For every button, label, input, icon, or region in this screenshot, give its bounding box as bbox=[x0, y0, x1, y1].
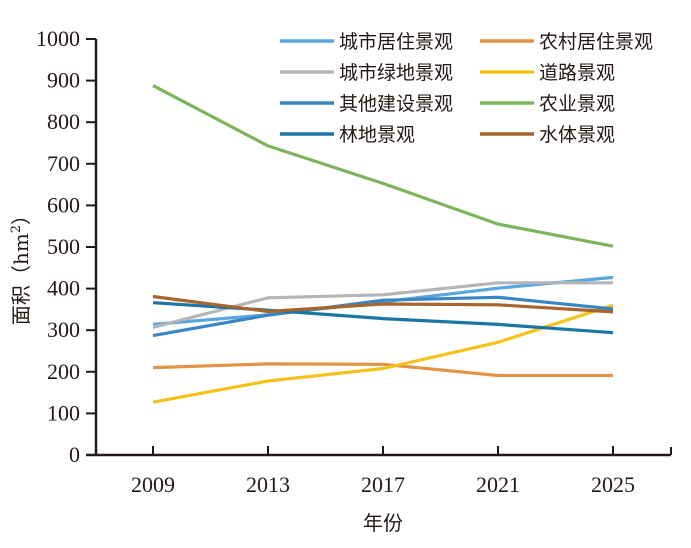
y-tick-label: 600 bbox=[47, 192, 80, 217]
y-tick-label: 300 bbox=[47, 317, 80, 342]
y-axis-title-close: ） bbox=[9, 205, 33, 225]
y-axis-title-main: 面积（hm bbox=[9, 233, 33, 325]
y-axis-ticks: 0 100 200 300 400 500 600 700 800 900 1000 bbox=[36, 26, 96, 467]
x-axis-title: 年份 bbox=[363, 511, 403, 535]
legend-label: 城市居住景观 bbox=[339, 31, 453, 53]
x-tick-label: 2017 bbox=[361, 472, 405, 497]
legend-label: 道路景观 bbox=[539, 62, 615, 84]
y-axis-title: 面积（hm2） bbox=[9, 205, 33, 325]
y-tick-label: 1000 bbox=[36, 26, 80, 51]
x-tick-label: 2013 bbox=[246, 472, 290, 497]
series-lines bbox=[152, 84, 614, 404]
y-tick-label: 500 bbox=[47, 234, 80, 259]
legend-label: 城市绿地景观 bbox=[339, 62, 453, 84]
legend-label: 其他建设景观 bbox=[339, 93, 453, 115]
y-tick-label: 0 bbox=[69, 442, 80, 467]
x-tick-label: 2021 bbox=[476, 472, 520, 497]
y-tick-label: 400 bbox=[47, 276, 80, 301]
legend-label: 林地景观 bbox=[339, 124, 415, 146]
y-tick-label: 800 bbox=[47, 109, 80, 134]
legend-label: 农村居住景观 bbox=[539, 31, 653, 53]
y-tick-label: 900 bbox=[47, 68, 80, 93]
legend-label: 水体景观 bbox=[539, 124, 615, 146]
x-tick-label: 2009 bbox=[131, 472, 175, 497]
y-tick-label: 700 bbox=[47, 151, 80, 176]
y-tick-label: 200 bbox=[47, 359, 80, 384]
y-tick-label: 100 bbox=[47, 400, 80, 425]
x-axis-ticks: 2009 2013 2017 2021 2025 bbox=[131, 446, 635, 497]
legend-label: 农业景观 bbox=[539, 93, 615, 115]
x-tick-label: 2025 bbox=[591, 472, 635, 497]
y-axis-title-sup: 2 bbox=[9, 225, 24, 233]
